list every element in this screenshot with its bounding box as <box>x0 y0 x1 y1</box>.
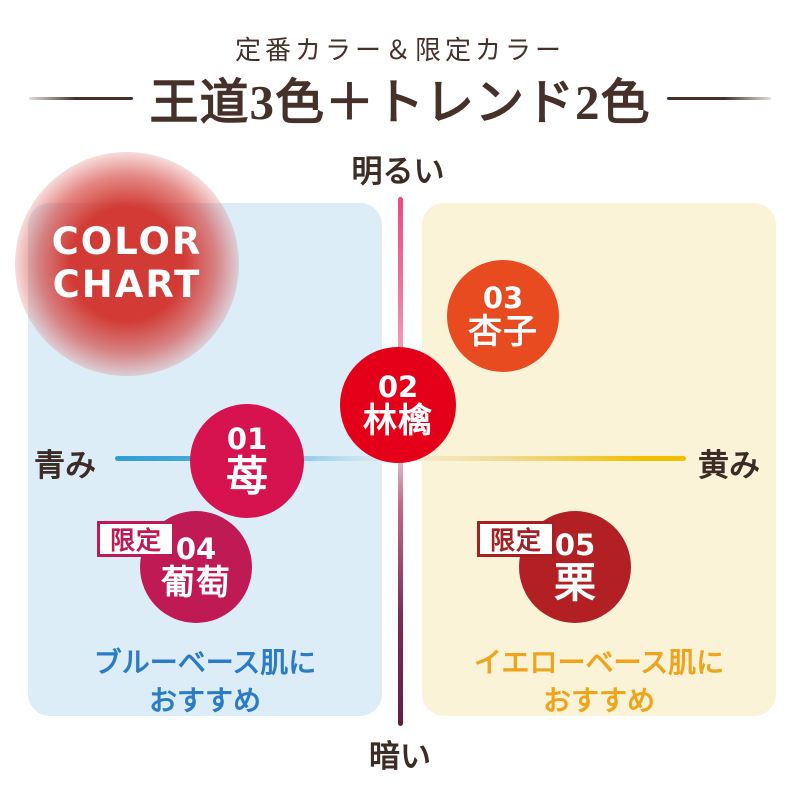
item-number: 01 <box>226 421 268 456</box>
stamp-line1: COLOR <box>51 220 203 264</box>
item-number: 05 <box>554 527 596 562</box>
color-chart-stamp: COLOR CHART <box>15 152 239 376</box>
axis-label-bluish: 青み <box>34 448 96 484</box>
axis-label-yellowish: 黄み <box>698 448 760 484</box>
item-name: 葡萄 <box>161 563 231 604</box>
note-line2: おすすめ <box>542 683 655 717</box>
item-name: 杏子 <box>468 312 538 353</box>
color-item-01-strawberry: 01 苺 <box>190 404 304 518</box>
item-number: 03 <box>482 280 524 315</box>
item-number: 04 <box>175 531 217 566</box>
color-item-02-apple: 02 林檎 <box>340 347 456 463</box>
title-row: 王道3色＋トレンド2色 <box>0 66 800 130</box>
item-number: 02 <box>377 369 419 404</box>
stamp-line2: CHART <box>52 263 202 306</box>
item-name: 苺 <box>225 452 268 502</box>
page-title: 王道3色＋トレンド2色 <box>149 74 651 130</box>
item-name: 林檎 <box>363 401 433 442</box>
note-line1: イエローベース肌に <box>473 646 725 679</box>
note-line2: おすすめ <box>148 683 261 717</box>
stamp-text: COLOR CHART <box>52 221 203 306</box>
red-blob-background <box>15 152 239 376</box>
title-rule-right <box>666 96 771 100</box>
note-line1: ブルーベース肌に <box>93 646 317 679</box>
limited-badge-04: 限定 <box>97 521 175 557</box>
note-blue-base: ブルーベース肌に おすすめ <box>28 644 382 720</box>
axis-label-bright: 明るい <box>351 154 445 190</box>
item-name: 栗 <box>553 558 596 608</box>
limited-badge-05: 限定 <box>477 521 555 557</box>
title-rule-left <box>29 96 134 100</box>
color-item-03-apricot: 03 杏子 <box>447 260 559 372</box>
note-yellow-base: イエローベース肌に おすすめ <box>422 644 776 720</box>
axis-label-dark: 暗い <box>369 739 431 775</box>
subtitle: 定番カラー＆限定カラー <box>234 36 565 65</box>
